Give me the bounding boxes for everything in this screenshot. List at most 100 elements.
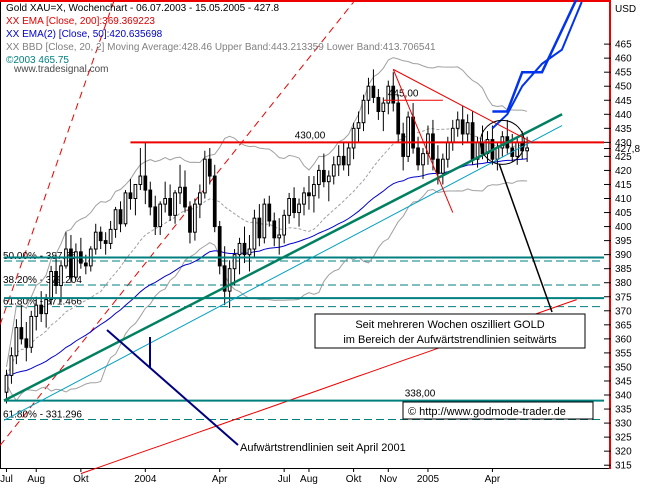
candle-body [445, 141, 450, 160]
candle [406, 111, 410, 163]
y-tick-label: 435 [615, 124, 632, 135]
red-dashed-channel-upper [0, 0, 115, 325]
x-axis: Jul Aug Okt 2004 Apr Jul Aug Okt Nov 2005 Apr [0, 468, 501, 485]
candle [39, 291, 44, 323]
candle [34, 296, 39, 331]
candle-body [183, 186, 187, 208]
candle-body [173, 192, 177, 216]
y-tick-label: 345 [615, 376, 632, 387]
candle [307, 176, 311, 210]
candle-body [39, 304, 44, 315]
candle [24, 322, 29, 362]
horizontal-level-label: 430,00 [295, 130, 326, 141]
candle-body [212, 175, 217, 228]
candle-body [49, 270, 53, 301]
y-tick-label: 430 [615, 138, 632, 149]
y-tick-label: 405 [615, 208, 632, 219]
candle [178, 164, 182, 205]
candle-body [24, 338, 29, 348]
candle-body [292, 198, 296, 214]
candle-body [123, 192, 128, 225]
candle [123, 190, 128, 227]
candle-body [163, 198, 168, 205]
candle [9, 347, 14, 384]
candle [326, 170, 331, 202]
candle [217, 220, 222, 275]
candle [356, 111, 361, 143]
candle-body [317, 169, 321, 185]
candle-body [4, 374, 9, 393]
candle [371, 69, 376, 104]
candle-body [376, 96, 381, 112]
y-tick-label: 460 [615, 54, 632, 65]
candle-body [133, 183, 138, 200]
candle [202, 150, 207, 199]
y-tick-label: 340 [615, 391, 632, 402]
candle [193, 198, 197, 241]
candle-body [366, 85, 371, 101]
candle [525, 136, 530, 163]
copyright-text: © http://www.godmode-trader.de [408, 406, 566, 418]
candle [257, 204, 262, 247]
candle [198, 184, 202, 219]
candle [455, 111, 460, 137]
candle-body [465, 122, 470, 135]
candle [173, 190, 177, 224]
candle-body [381, 102, 386, 112]
trendline-label: Aufwärtstrendlinien seit April 2001 [240, 442, 406, 454]
candle [133, 183, 138, 216]
candle [93, 223, 98, 255]
candle [54, 254, 58, 294]
candle-body [341, 155, 346, 166]
candle-body [272, 220, 277, 239]
candle-body [277, 234, 282, 239]
x-tick-label: Okt [346, 474, 362, 485]
right-border-red [609, 0, 611, 469]
candle-body [406, 116, 410, 157]
candle [118, 201, 123, 233]
candle-body [29, 315, 34, 348]
wedge-line-upper [393, 68, 533, 143]
candle [302, 187, 306, 216]
candle [321, 153, 326, 188]
candle [138, 147, 143, 191]
candle-body [282, 214, 287, 236]
candle-body [217, 226, 222, 267]
trendline-pointer [106, 329, 239, 446]
y-tick-label: 380 [615, 278, 632, 289]
candle [19, 305, 24, 345]
candle [183, 170, 187, 213]
x-tick-label: Jul [278, 474, 291, 485]
x-tick-label: Okt [73, 474, 89, 485]
candle-body [207, 158, 212, 177]
candle-body [59, 265, 63, 287]
candle-body [108, 228, 113, 244]
currency-label: USD [615, 4, 636, 15]
x-tick-label: Apr [212, 474, 228, 485]
candles-layer [4, 69, 530, 404]
candle [29, 310, 34, 353]
x-tick-label: Aug [27, 474, 45, 485]
candle [421, 147, 425, 179]
candle [128, 178, 133, 210]
x-tick-label: Nov [379, 474, 397, 485]
candle [153, 195, 158, 235]
candle-body [331, 164, 336, 177]
candle-body [391, 85, 396, 104]
copyright-box [402, 401, 594, 420]
candle-body [431, 133, 435, 160]
candle-body [168, 198, 172, 216]
candle-body [202, 158, 207, 194]
candle [341, 142, 346, 171]
candle [267, 195, 272, 227]
candle [287, 192, 291, 224]
candle-body [34, 304, 39, 317]
candle [103, 232, 108, 255]
candle-body [401, 133, 406, 157]
candle-body [198, 192, 202, 205]
legend: Gold XAU=X, Wochenchart - 06.07.2003 - 1… [6, 3, 436, 75]
candle-body [307, 192, 311, 197]
candle [113, 206, 118, 238]
candle [391, 72, 396, 112]
